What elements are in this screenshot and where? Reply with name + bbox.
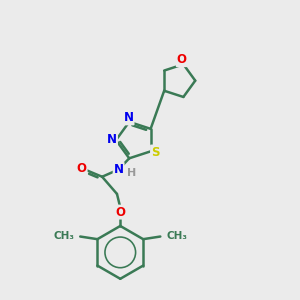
Text: CH₃: CH₃ [166,231,187,241]
Text: N: N [107,133,117,146]
Text: O: O [76,162,87,175]
Text: H: H [127,168,136,178]
Text: CH₃: CH₃ [53,231,74,241]
Text: O: O [177,53,187,66]
Text: N: N [114,163,124,176]
Text: N: N [124,111,134,124]
Text: O: O [115,206,125,219]
Text: S: S [151,146,160,158]
